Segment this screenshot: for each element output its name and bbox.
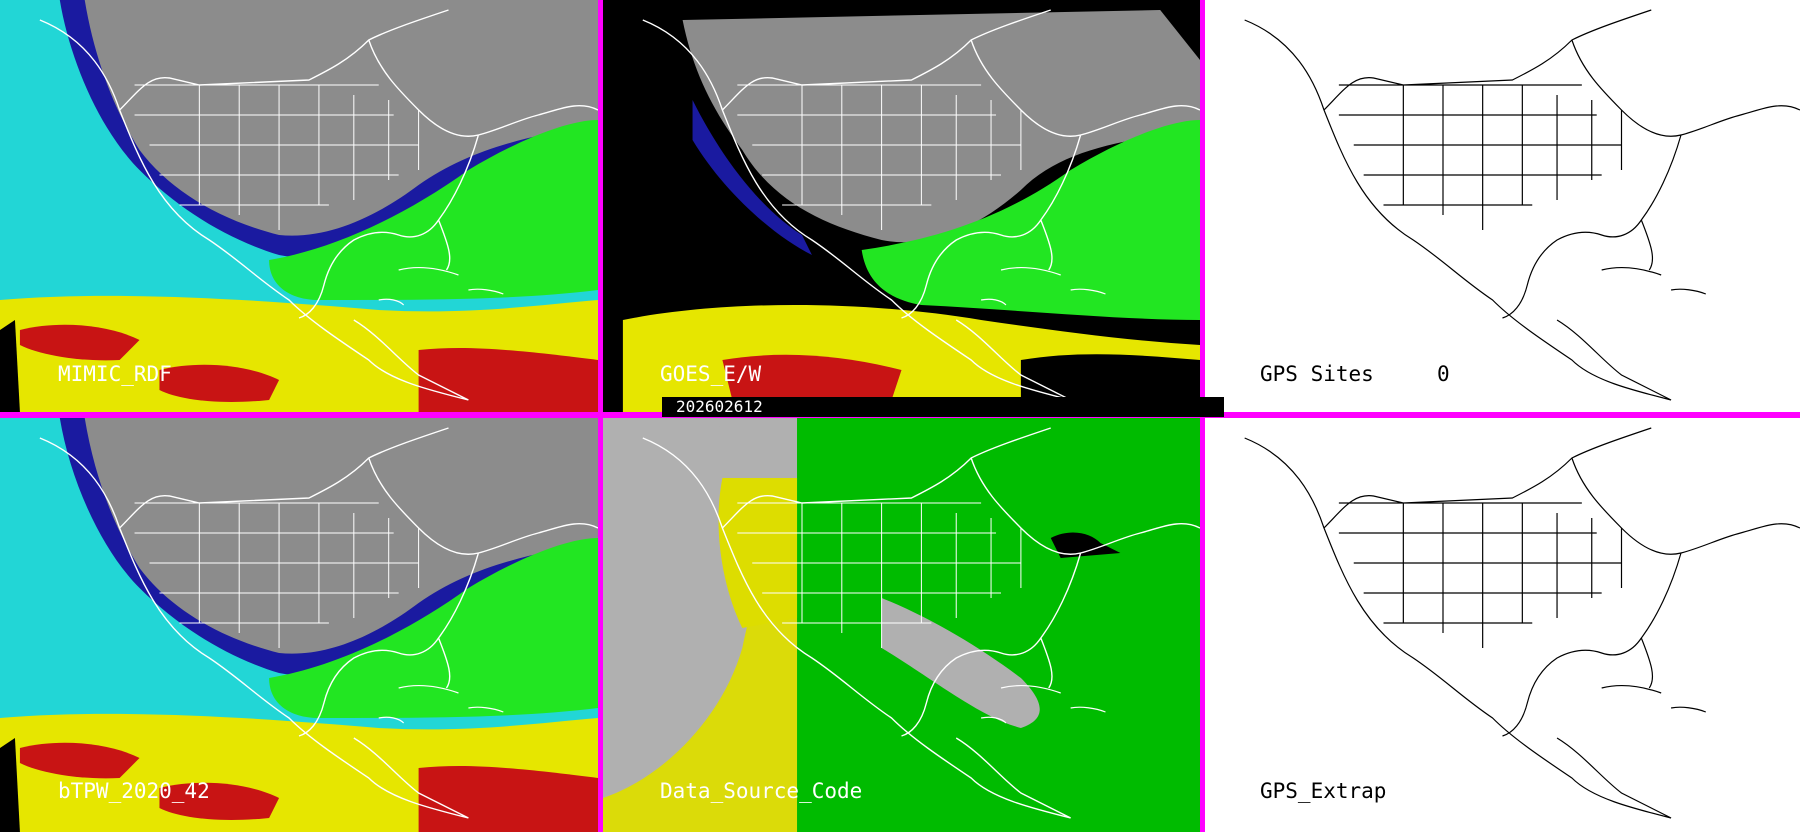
map-panel-gps-sites: GPS Sites 0 <box>1205 0 1800 412</box>
panel-label: GOES_E/W <box>660 362 762 386</box>
tpw-map <box>603 0 1200 412</box>
map-panel-gps-extrap: GPS_Extrap <box>1205 418 1800 832</box>
map-panel-goes-ew: GOES_E/W <box>603 0 1200 412</box>
tpw-map <box>0 418 598 832</box>
outline-map <box>1205 418 1800 832</box>
panel-label: GPS_Extrap <box>1260 779 1387 803</box>
panel-label: Data_Source_Code <box>660 779 863 803</box>
panel-label: GPS Sites 0 <box>1260 362 1450 386</box>
panel-label: MIMIC_RDF <box>58 362 172 386</box>
panel-label: bTPW_2020_42 <box>58 779 210 803</box>
map-panel-mimic-rdf: MIMIC_RDF <box>0 0 598 412</box>
tpw-map <box>0 0 598 412</box>
map-panel-data-source-code: Data_Source_Code <box>603 418 1200 832</box>
source-map <box>603 418 1200 832</box>
outline-map <box>1205 0 1800 412</box>
timestamp-bar: 202602612 <box>662 397 1224 417</box>
map-panel-btpw: bTPW_2020_42 <box>0 418 598 832</box>
